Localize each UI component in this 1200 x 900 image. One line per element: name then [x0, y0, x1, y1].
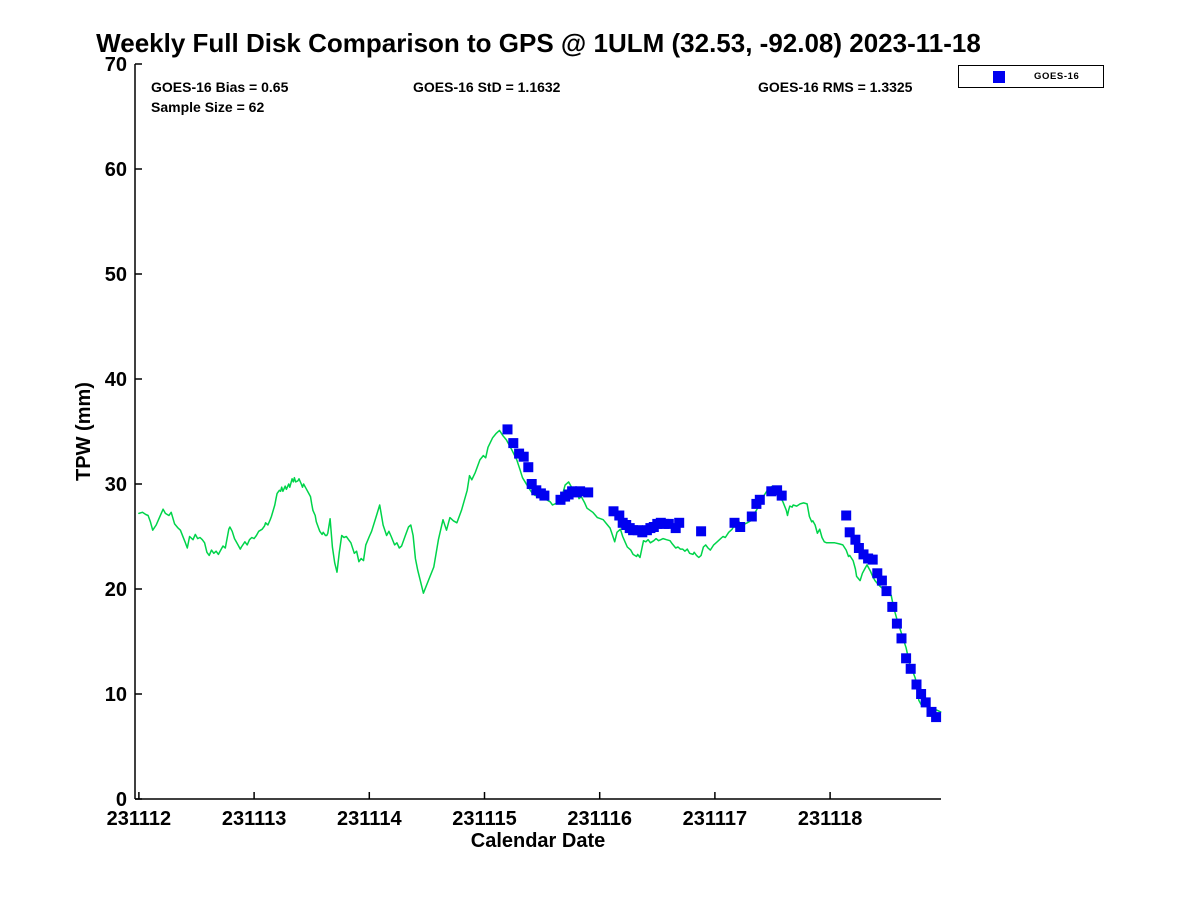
goes16-marker — [905, 663, 916, 674]
goes16-marker — [867, 554, 878, 565]
goes16-marker — [729, 517, 740, 528]
goes16-marker — [526, 479, 537, 489]
y-tick-label: 20 — [105, 579, 127, 601]
goes16-marker — [746, 511, 757, 522]
goes16-marker — [735, 522, 746, 532]
stat-sample-size: Sample Size = 62 — [151, 99, 265, 115]
goes16-marker — [766, 486, 777, 497]
goes16-marker — [850, 534, 861, 545]
y-tick-label: 0 — [116, 789, 127, 811]
legend: GOES-16 — [958, 65, 1104, 88]
y-tick-label: 70 — [105, 54, 127, 76]
x-tick-label: 231116 — [567, 808, 632, 830]
goes16-marker — [523, 462, 534, 473]
x-axis-label: Calendar Date — [471, 830, 606, 852]
stat-std: GOES-16 StD = 1.1632 — [413, 79, 561, 95]
goes16-marker — [696, 526, 707, 537]
goes16-marker — [896, 633, 907, 644]
goes16-marker — [931, 712, 942, 723]
x-tick-label: 231113 — [222, 808, 287, 830]
y-tick-label: 60 — [105, 159, 127, 181]
goes16-marker — [887, 601, 898, 612]
goes16-marker — [518, 451, 529, 462]
x-tick-label: 231114 — [337, 808, 402, 830]
x-tick-label: 231118 — [798, 808, 863, 830]
x-tick-label: 231112 — [107, 808, 172, 830]
goes16-marker — [844, 527, 855, 538]
goes16-marker — [674, 517, 685, 528]
goes16-marker — [872, 568, 883, 579]
goes16-marker — [776, 490, 787, 501]
goes16-marker — [575, 486, 586, 497]
goes16-marker — [853, 543, 864, 553]
goes16-marker — [876, 575, 887, 586]
legend-label: GOES-16 — [1034, 71, 1080, 82]
stat-rms: GOES-16 RMS = 1.3325 — [758, 79, 913, 95]
x-tick-label: 231115 — [452, 808, 517, 830]
gps-line — [138, 429, 942, 713]
goes16-marker — [916, 689, 927, 699]
goes16-marker — [670, 523, 681, 534]
goes16-marker — [614, 510, 625, 521]
goes16-marker — [926, 706, 937, 717]
goes16-marker — [920, 697, 931, 708]
y-tick-label: 30 — [105, 474, 127, 496]
y-tick-label: 40 — [105, 369, 127, 391]
chart-title: Weekly Full Disk Comparison to GPS @ 1UL… — [96, 28, 981, 58]
x-tick-label: 231117 — [683, 808, 748, 830]
goes16-marker — [841, 510, 852, 521]
goes16-marker — [881, 586, 892, 597]
goes16-marker — [901, 653, 912, 664]
goes16-marker — [583, 487, 594, 498]
stat-bias: GOES-16 Bias = 0.65 — [151, 79, 289, 95]
goes16-marker — [508, 438, 519, 449]
goes16-marker — [911, 679, 922, 690]
goes16-marker — [663, 518, 674, 529]
goes16-marker — [608, 506, 619, 517]
legend-marker-square — [993, 70, 1005, 83]
goes16-marker — [754, 494, 765, 505]
y-tick-label: 50 — [105, 264, 127, 286]
goes16-marker — [772, 485, 783, 496]
y-tick-label: 10 — [105, 684, 127, 706]
goes16-marker — [891, 618, 902, 629]
goes16-marker — [539, 490, 550, 501]
goes16-marker — [502, 424, 513, 435]
y-axis-label: TPW (mm) — [73, 382, 95, 481]
